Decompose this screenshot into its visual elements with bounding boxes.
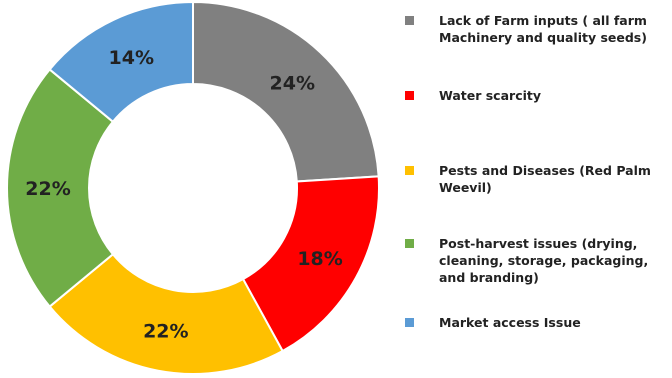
legend: Lack of Farm inputs ( all farm Machinery… — [405, 0, 672, 378]
legend-item-pests-diseases: Pests and Diseases (Red Palm Weevil) — [405, 162, 671, 196]
slice-market-access — [48, 0, 194, 124]
slice-post-harvest — [6, 68, 115, 308]
slice-water-scarcity — [241, 175, 380, 353]
legend-label: Post-harvest issues (drying, cleaning, s… — [439, 236, 649, 285]
legend-label: Pests and Diseases (Red Palm Weevil) — [439, 163, 651, 195]
legend-label: Lack of Farm inputs ( all farm Machinery… — [439, 13, 647, 45]
legend-item-post-harvest: Post-harvest issues (drying, cleaning, s… — [405, 235, 671, 286]
legend-item-water-scarcity: Water scarcity — [405, 87, 671, 104]
slice-label-water-scarcity: 18% — [297, 248, 342, 270]
legend-swatch — [405, 166, 414, 175]
legend-swatch — [405, 16, 414, 25]
slice-label-post-harvest: 22% — [25, 178, 70, 200]
legend-label: Market access Issue — [439, 315, 581, 330]
slice-label-farm-inputs: 24% — [270, 72, 315, 94]
legend-swatch — [405, 239, 414, 248]
legend-label: Water scarcity — [439, 88, 542, 103]
legend-item-market-access: Market access Issue — [405, 314, 671, 331]
legend-item-farm-inputs: Lack of Farm inputs ( all farm Machinery… — [405, 12, 671, 46]
legend-swatch — [405, 91, 414, 100]
slice-label-pests-diseases: 22% — [143, 320, 188, 342]
slice-label-market-access: 14% — [109, 47, 154, 69]
slice-farm-inputs — [192, 0, 380, 183]
slice-pests-diseases — [48, 252, 284, 375]
legend-swatch — [405, 318, 414, 327]
